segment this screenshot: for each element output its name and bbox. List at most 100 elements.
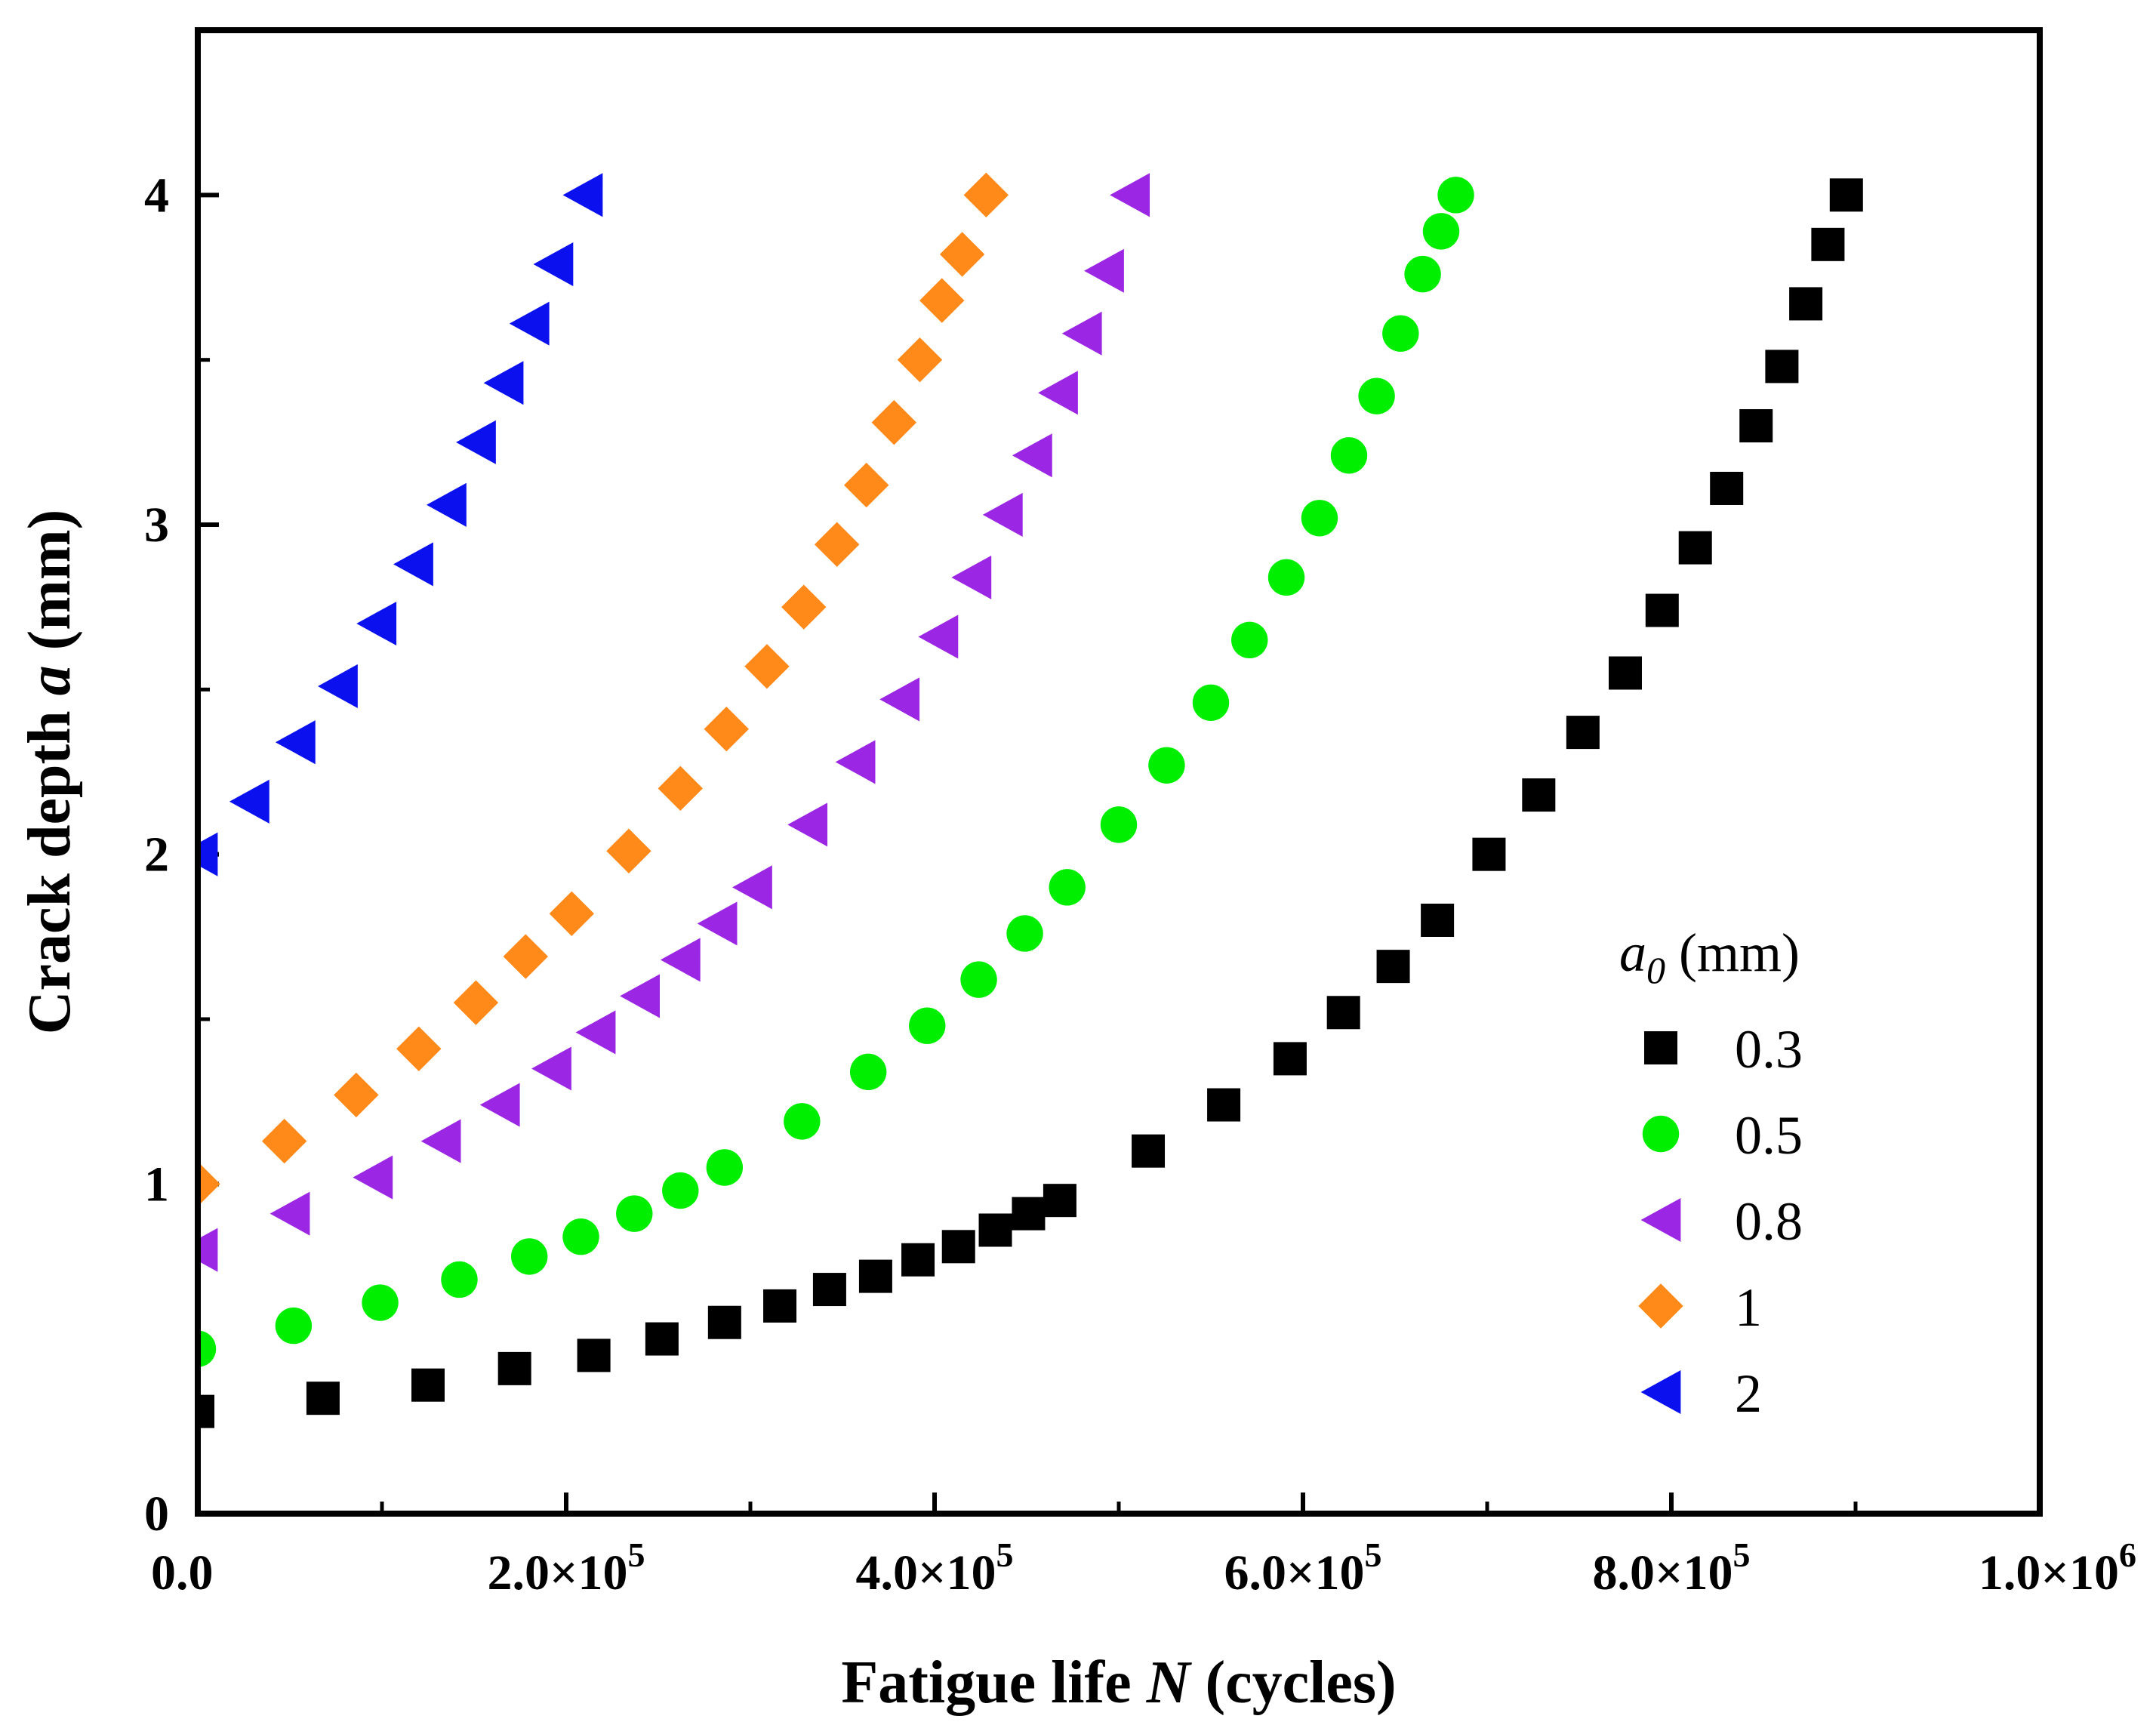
data-point	[1421, 904, 1455, 937]
data-point	[1382, 315, 1419, 352]
legend-marker	[1640, 1197, 1681, 1243]
data-point	[781, 584, 827, 630]
y-tick-label: 4	[144, 168, 169, 223]
data-point	[1012, 433, 1052, 478]
data-point	[784, 1103, 821, 1140]
data-point	[198, 1394, 214, 1428]
data-point	[763, 1289, 797, 1323]
x-axis-title: Fatigue life N (cycles)	[841, 1650, 1396, 1716]
data-point	[697, 901, 738, 946]
data-point	[503, 934, 549, 979]
data-point	[704, 707, 749, 752]
data-point	[1645, 593, 1679, 627]
legend-item: 0.3	[1644, 1019, 1803, 1080]
y-tick-label: 2	[144, 827, 169, 883]
data-point	[441, 1261, 478, 1298]
data-point	[1710, 471, 1744, 505]
data-point	[918, 615, 959, 659]
data-point	[1358, 377, 1395, 414]
x-tick-label: 8.0×105	[1592, 1536, 1750, 1600]
data-point	[787, 802, 828, 847]
data-point	[1049, 869, 1086, 906]
data-point	[951, 555, 992, 599]
data-point	[1739, 409, 1773, 442]
data-point	[1301, 500, 1338, 537]
data-point	[562, 173, 603, 217]
data-point	[844, 462, 889, 508]
data-point	[849, 1053, 887, 1091]
data-point	[1012, 1197, 1046, 1231]
data-point	[707, 1305, 741, 1339]
data-point	[1043, 1184, 1076, 1218]
x-tick-label: 2.0×105	[487, 1536, 645, 1600]
data-point	[531, 1046, 571, 1091]
data-point	[879, 677, 920, 722]
data-point	[229, 779, 270, 824]
y-axis-title: Crack depth a (mm)	[17, 510, 83, 1034]
data-point	[732, 865, 772, 910]
legend: a0 (mm) 0.3 0.5 0.8 1 2	[1619, 923, 1803, 1424]
y-tick-label: 0	[144, 1486, 169, 1542]
data-point	[744, 644, 790, 689]
legend-marker	[1638, 1283, 1683, 1329]
legend-item: 0.8	[1640, 1191, 1803, 1252]
data-point	[275, 720, 316, 765]
data-point	[1422, 213, 1460, 250]
data-point	[939, 232, 985, 277]
legend-marker	[1640, 1369, 1681, 1415]
data-point	[562, 1218, 599, 1255]
data-point	[275, 1307, 313, 1345]
legend-label: 1	[1735, 1277, 1762, 1338]
data-point	[660, 938, 701, 982]
data-point	[393, 542, 433, 587]
legend-label: 0.8	[1735, 1191, 1803, 1252]
data-point	[1006, 915, 1043, 952]
data-point	[479, 1083, 520, 1127]
data-point	[706, 1149, 744, 1186]
data-point	[1231, 621, 1268, 659]
data-point	[1566, 716, 1600, 750]
data-point	[1829, 178, 1863, 212]
data-point	[1110, 173, 1150, 217]
legend-marker	[1644, 1031, 1677, 1064]
data-point	[1404, 255, 1441, 293]
x-tick-label: 0.0	[151, 1545, 214, 1600]
data-point	[306, 1382, 340, 1415]
data-point	[909, 1007, 946, 1044]
data-point	[620, 974, 660, 1018]
legend-item: 2	[1640, 1363, 1762, 1424]
data-point	[1522, 778, 1556, 812]
data-point	[1207, 1088, 1241, 1122]
data-point	[812, 1273, 846, 1307]
data-point	[1148, 747, 1185, 784]
data-point	[1267, 559, 1305, 596]
data-point	[1084, 248, 1124, 293]
series-0.5	[198, 177, 1474, 1367]
x-tick-label: 1.0×106	[1979, 1536, 2136, 1600]
data-point	[427, 482, 467, 527]
data-point	[963, 172, 1009, 218]
data-point	[497, 1351, 531, 1385]
data-point	[1038, 371, 1078, 415]
data-point	[1811, 227, 1845, 261]
data-point	[1789, 287, 1823, 321]
data-point	[483, 361, 524, 405]
plot-frame	[195, 27, 2043, 1517]
data-point	[396, 1026, 442, 1071]
data-point	[509, 301, 550, 346]
data-point	[658, 766, 703, 812]
axes: 0.0 2.0×105 4.0×105 6.0×105 8.0×105 1.0×106 0 1…	[144, 168, 2136, 1600]
data-point	[1330, 437, 1368, 474]
data-point	[411, 1368, 445, 1402]
data-point	[1609, 656, 1642, 690]
data-point	[606, 828, 651, 873]
data-point	[919, 278, 965, 323]
data-point	[835, 740, 876, 784]
y-tick-label: 3	[144, 498, 169, 553]
data-point	[1192, 684, 1230, 721]
legend-label: 0.5	[1735, 1105, 1803, 1166]
data-point	[858, 1259, 892, 1293]
data-point	[420, 1119, 461, 1163]
data-point	[549, 891, 595, 936]
